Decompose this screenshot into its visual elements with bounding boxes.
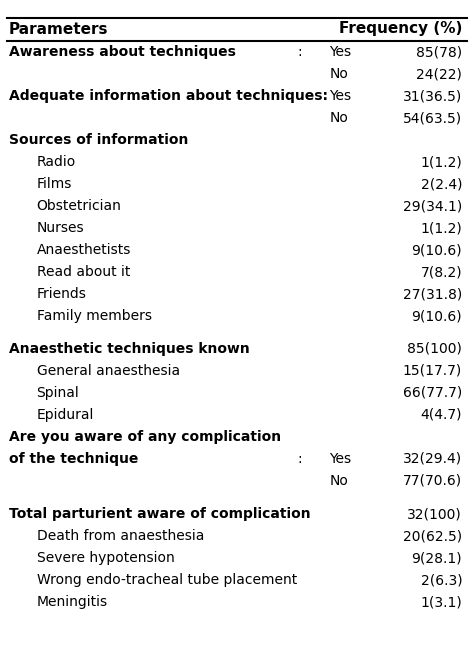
Text: Meningitis: Meningitis <box>36 595 108 609</box>
Text: 1(1.2): 1(1.2) <box>420 221 462 235</box>
Text: Anaesthetists: Anaesthetists <box>36 243 131 257</box>
Text: Death from anaesthesia: Death from anaesthesia <box>36 529 204 543</box>
Text: 1(3.1): 1(3.1) <box>420 595 462 609</box>
Text: 85(78): 85(78) <box>416 45 462 59</box>
Text: Spinal: Spinal <box>36 386 79 400</box>
Text: No: No <box>329 111 348 125</box>
Text: No: No <box>329 67 348 81</box>
Text: Frequency (%): Frequency (%) <box>339 22 462 37</box>
Text: No: No <box>329 474 348 488</box>
Text: Radio: Radio <box>36 155 76 169</box>
Text: 27(31.8): 27(31.8) <box>403 287 462 301</box>
Text: 9(10.6): 9(10.6) <box>411 309 462 323</box>
Text: 54(63.5): 54(63.5) <box>403 111 462 125</box>
Text: of the technique: of the technique <box>9 452 138 466</box>
Text: 32(100): 32(100) <box>407 507 462 521</box>
Text: Awareness about techniques: Awareness about techniques <box>9 45 236 59</box>
Text: General anaesthesia: General anaesthesia <box>36 364 180 378</box>
Text: 2(2.4): 2(2.4) <box>420 177 462 191</box>
Text: 9(28.1): 9(28.1) <box>411 551 462 565</box>
Text: Yes: Yes <box>329 452 352 466</box>
Text: Adequate information about techniques:: Adequate information about techniques: <box>9 89 328 103</box>
Text: 77(70.6): 77(70.6) <box>403 474 462 488</box>
Text: Yes: Yes <box>329 45 352 59</box>
Text: Nurses: Nurses <box>36 221 84 235</box>
Text: Total parturient aware of complication: Total parturient aware of complication <box>9 507 310 521</box>
Text: :: : <box>298 452 302 466</box>
Text: 2(6.3): 2(6.3) <box>420 573 462 587</box>
Text: Family members: Family members <box>36 309 152 323</box>
Text: 24(22): 24(22) <box>416 67 462 81</box>
Text: Obstetrician: Obstetrician <box>36 199 121 213</box>
Text: Yes: Yes <box>329 89 352 103</box>
Text: Epidural: Epidural <box>36 408 94 422</box>
Text: Read about it: Read about it <box>36 265 130 279</box>
Text: 1(1.2): 1(1.2) <box>420 155 462 169</box>
Text: Films: Films <box>36 177 72 191</box>
Text: Severe hypotension: Severe hypotension <box>36 551 174 565</box>
Text: Anaesthetic techniques known: Anaesthetic techniques known <box>9 342 249 356</box>
Text: 15(17.7): 15(17.7) <box>403 364 462 378</box>
Text: 66(77.7): 66(77.7) <box>403 386 462 400</box>
Text: Parameters: Parameters <box>9 22 108 37</box>
Text: 9(10.6): 9(10.6) <box>411 243 462 257</box>
Text: 4(4.7): 4(4.7) <box>420 408 462 422</box>
Text: 32(29.4): 32(29.4) <box>403 452 462 466</box>
Text: Are you aware of any complication: Are you aware of any complication <box>9 430 281 444</box>
Text: 7(8.2): 7(8.2) <box>420 265 462 279</box>
Text: :: : <box>298 45 302 59</box>
Text: 31(36.5): 31(36.5) <box>403 89 462 103</box>
Text: Sources of information: Sources of information <box>9 133 188 147</box>
Text: 20(62.5): 20(62.5) <box>403 529 462 543</box>
Text: 29(34.1): 29(34.1) <box>403 199 462 213</box>
Text: 85(100): 85(100) <box>407 342 462 356</box>
Text: Friends: Friends <box>36 287 86 301</box>
Text: Wrong endo-tracheal tube placement: Wrong endo-tracheal tube placement <box>36 573 297 587</box>
